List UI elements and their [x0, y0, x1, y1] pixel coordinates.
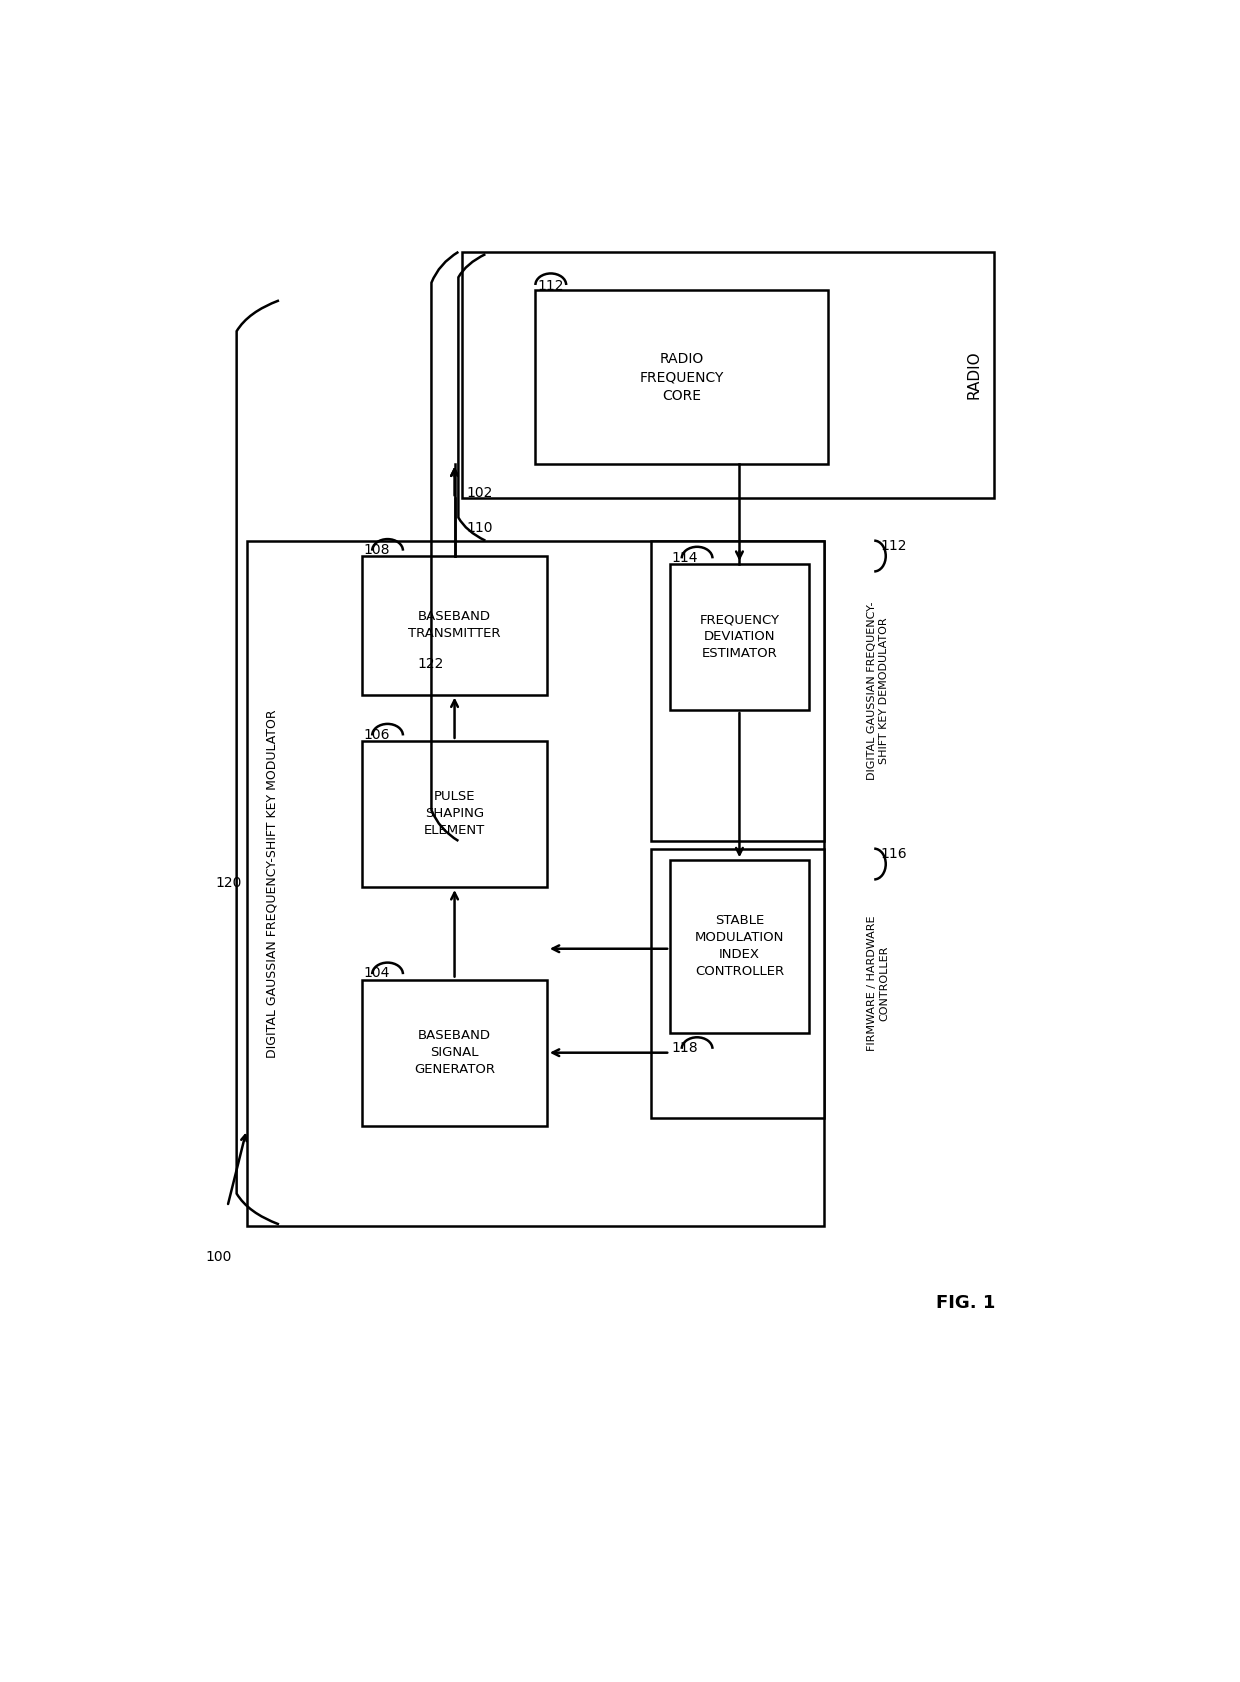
Text: 112: 112 — [880, 540, 906, 553]
Bar — [362, 740, 547, 886]
Text: 122: 122 — [418, 658, 444, 671]
Text: 106: 106 — [363, 728, 391, 742]
Text: 118: 118 — [672, 1041, 698, 1055]
Text: RADIO
FREQUENCY
CORE: RADIO FREQUENCY CORE — [640, 352, 724, 402]
Bar — [536, 291, 828, 464]
Bar — [670, 860, 808, 1033]
Text: 102: 102 — [466, 486, 492, 500]
Text: 114: 114 — [672, 550, 698, 565]
Text: 108: 108 — [363, 543, 391, 557]
Text: FIG. 1: FIG. 1 — [936, 1293, 996, 1312]
Text: BASEBAND
SIGNAL
GENERATOR: BASEBAND SIGNAL GENERATOR — [414, 1029, 495, 1076]
Text: DIGITAL GAUSSIAN FREQUENCY-
SHIFT KEY DEMODULATOR: DIGITAL GAUSSIAN FREQUENCY- SHIFT KEY DE… — [867, 602, 889, 780]
Text: 116: 116 — [880, 848, 906, 861]
Text: FREQUENCY
DEVIATION
ESTIMATOR: FREQUENCY DEVIATION ESTIMATOR — [699, 614, 780, 661]
Bar — [651, 540, 825, 841]
Text: RADIO: RADIO — [967, 352, 982, 399]
Text: PULSE
SHAPING
ELEMENT: PULSE SHAPING ELEMENT — [424, 791, 485, 838]
Text: 120: 120 — [216, 876, 242, 890]
Text: 112: 112 — [538, 279, 564, 293]
Bar — [651, 849, 825, 1119]
Text: DIGITAL GAUSSIAN FREQUENCY-SHIFT KEY MODULATOR: DIGITAL GAUSSIAN FREQUENCY-SHIFT KEY MOD… — [265, 710, 279, 1058]
Bar — [362, 557, 547, 695]
Text: 104: 104 — [363, 967, 391, 981]
Bar — [670, 563, 808, 710]
Bar — [362, 979, 547, 1125]
Text: FIRMWARE / HARDWARE
CONTROLLER: FIRMWARE / HARDWARE CONTROLLER — [867, 915, 889, 1051]
Text: BASEBAND
TRANSMITTER: BASEBAND TRANSMITTER — [408, 611, 501, 641]
Bar — [463, 252, 993, 498]
Bar — [247, 540, 825, 1226]
Text: 100: 100 — [206, 1250, 232, 1263]
Text: STABLE
MODULATION
INDEX
CONTROLLER: STABLE MODULATION INDEX CONTROLLER — [694, 915, 784, 979]
Text: 110: 110 — [466, 521, 492, 535]
